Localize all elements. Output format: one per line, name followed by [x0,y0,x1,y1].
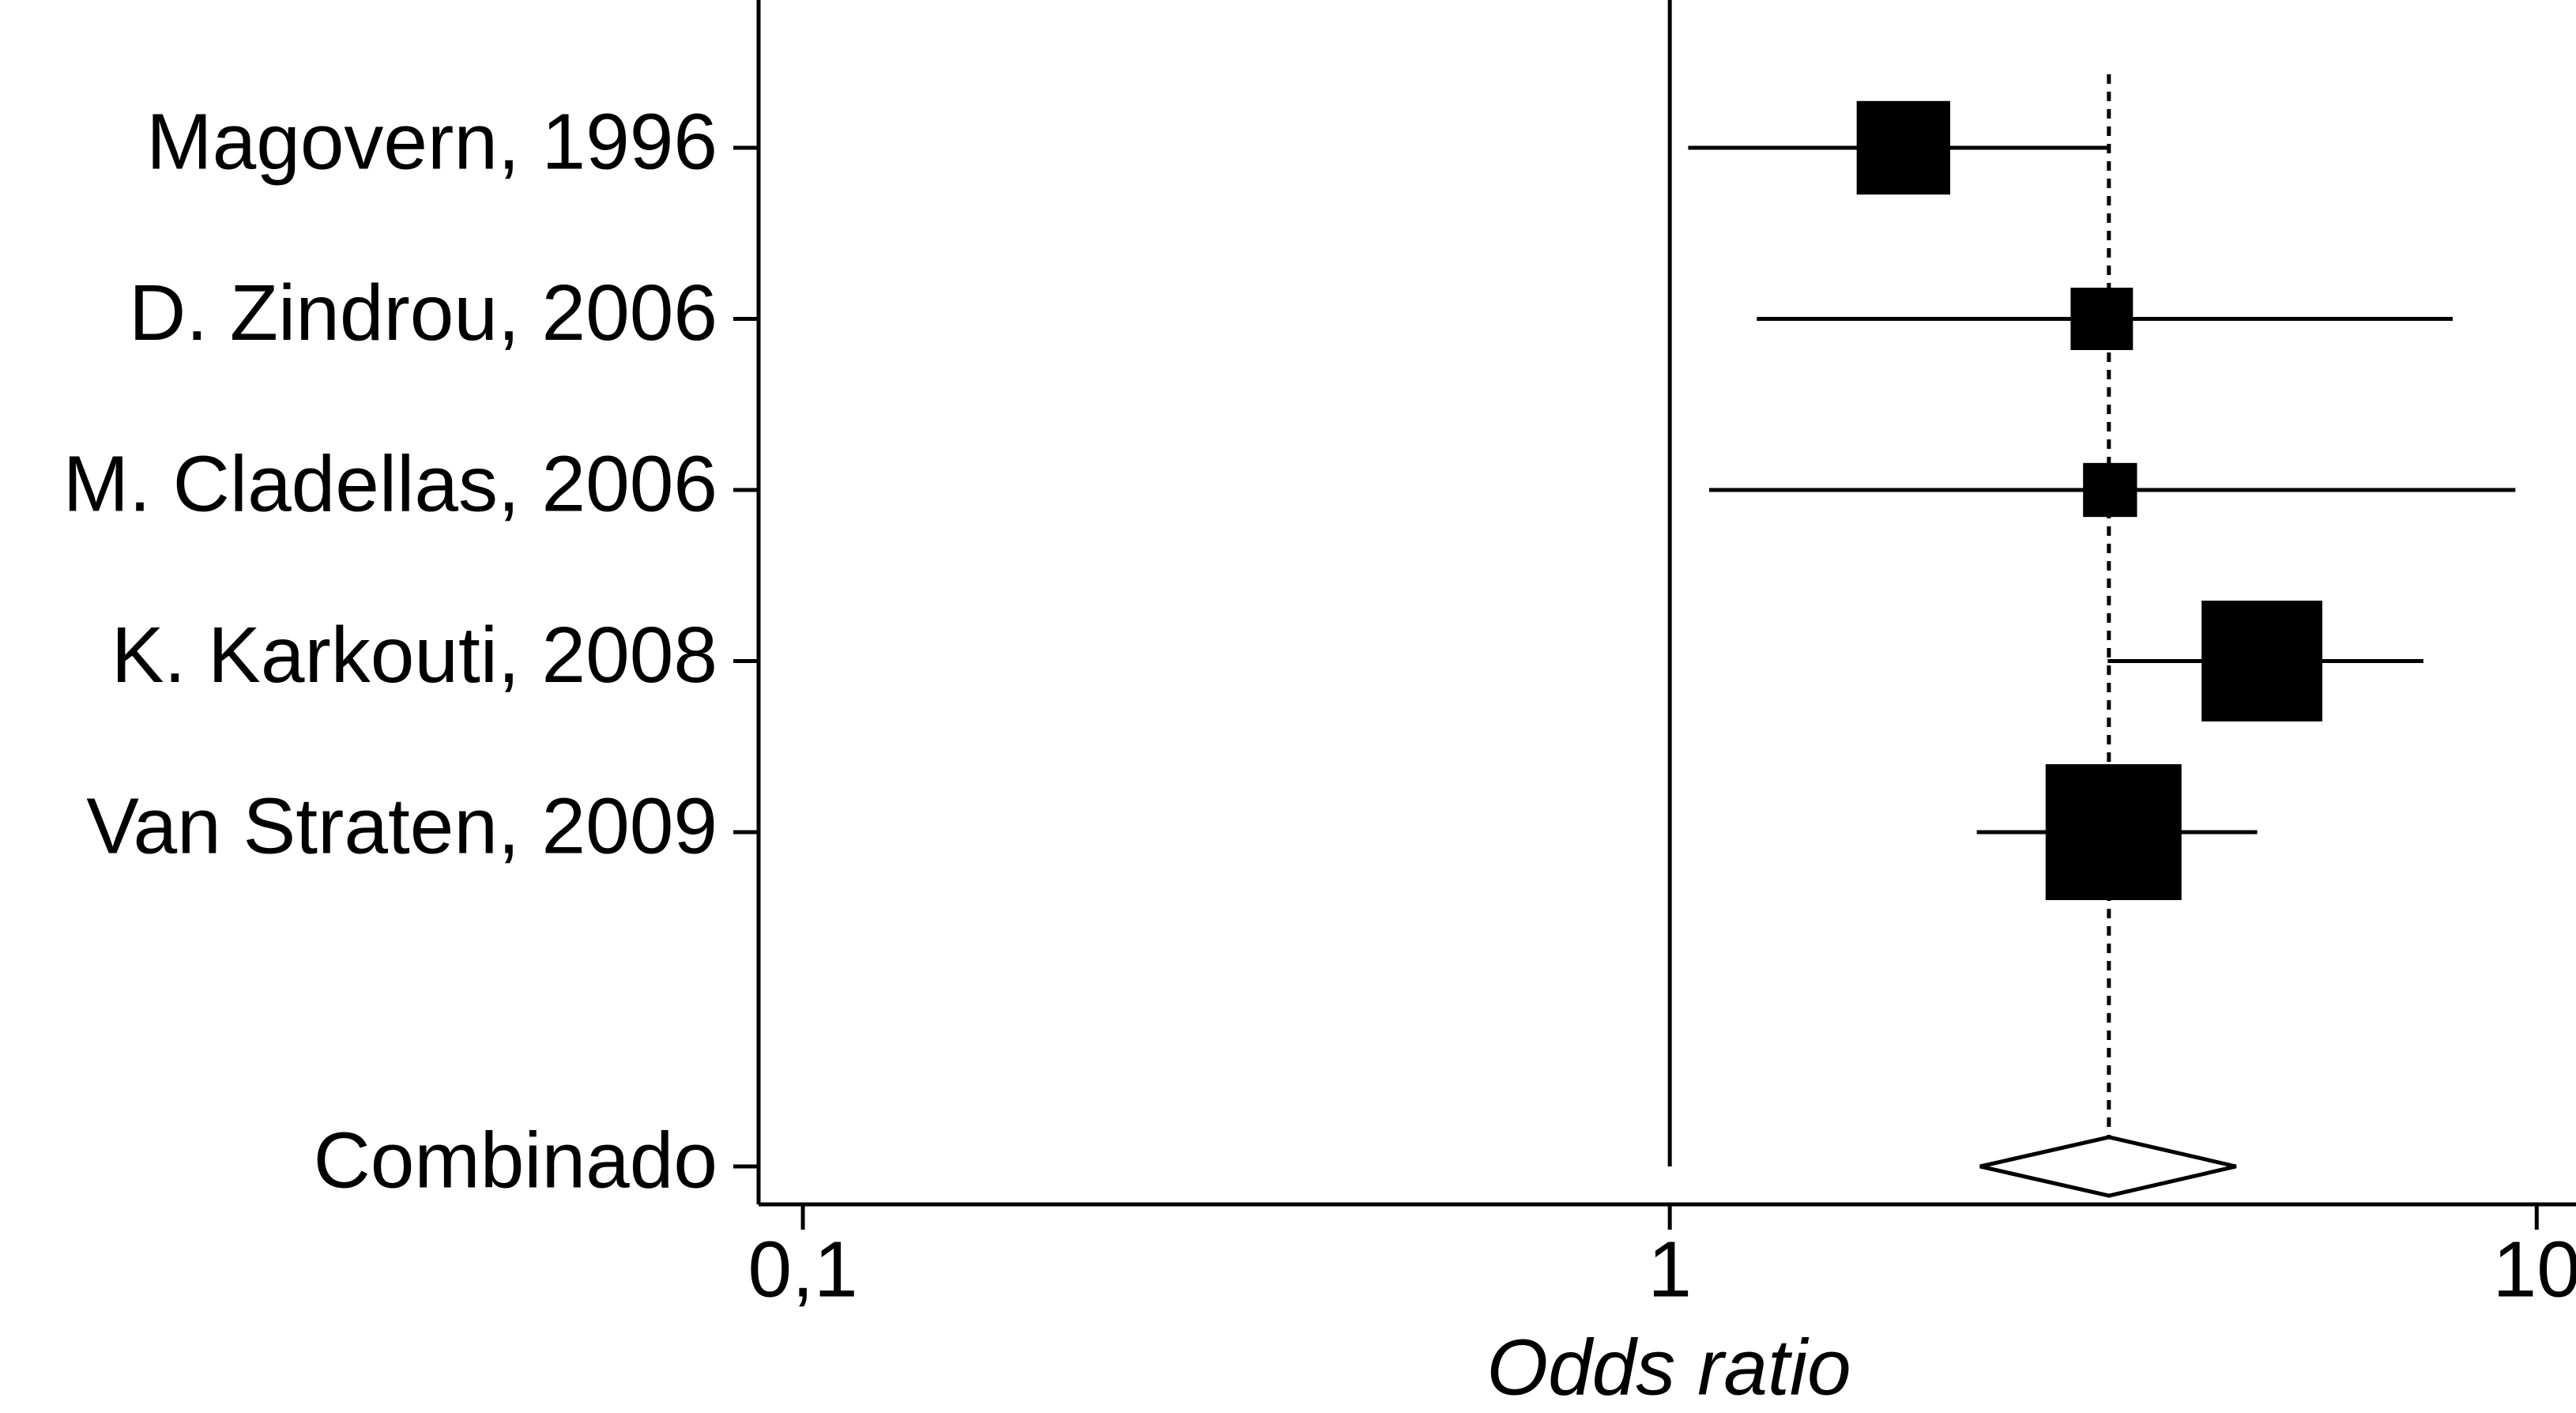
y-tick-label: D. Zindrou, 2006 [129,269,717,357]
y-tick-label: Van Straten, 2009 [86,782,717,870]
y-tick-label: Combinado [314,1116,717,1204]
x-tick-label: 1 [1648,1225,1692,1313]
point-estimate [2070,288,2133,350]
point-estimate [2201,601,2322,722]
x-axis-title: Odds ratio [1486,1323,1851,1411]
x-tick-label: 10 [2493,1225,2576,1313]
y-tick-label: K. Karkouti, 2008 [111,611,717,699]
pooled-diamond [1979,1135,2237,1198]
x-tick-label: 0,1 [748,1225,858,1313]
y-tick-label: M. Cladellas, 2006 [63,439,717,528]
y-tick-label: Magovern, 1996 [146,97,717,186]
point-estimate [1856,100,1951,195]
point-estimate [2045,764,2182,900]
point-estimate [2083,462,2137,518]
